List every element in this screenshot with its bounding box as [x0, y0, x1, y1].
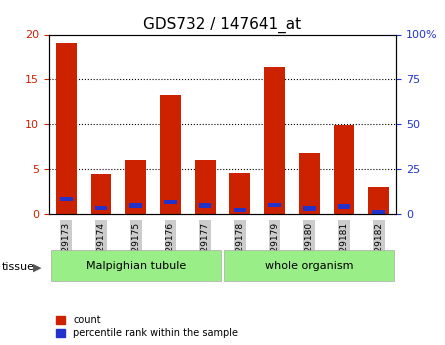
- Bar: [372, 209, 385, 214]
- FancyBboxPatch shape: [51, 250, 221, 281]
- Text: ▶: ▶: [33, 263, 42, 272]
- FancyBboxPatch shape: [224, 250, 394, 281]
- Bar: [303, 206, 316, 211]
- Bar: [195, 160, 215, 214]
- Bar: [199, 204, 211, 208]
- Bar: [125, 160, 146, 214]
- Bar: [264, 67, 285, 214]
- Bar: [368, 187, 389, 214]
- Bar: [268, 203, 281, 207]
- Bar: [95, 206, 107, 210]
- Bar: [164, 200, 177, 204]
- Legend: count, percentile rank within the sample: count, percentile rank within the sample: [54, 313, 240, 340]
- Bar: [338, 204, 350, 209]
- Text: tissue: tissue: [2, 263, 35, 272]
- Bar: [60, 197, 73, 201]
- Bar: [56, 43, 77, 214]
- Text: Malpighian tubule: Malpighian tubule: [85, 261, 186, 270]
- Bar: [160, 96, 181, 214]
- Bar: [91, 175, 111, 214]
- Bar: [234, 208, 246, 212]
- Bar: [299, 153, 320, 214]
- Bar: [129, 203, 142, 208]
- Text: whole organism: whole organism: [265, 261, 353, 270]
- Bar: [334, 125, 354, 214]
- Bar: [230, 172, 250, 214]
- Title: GDS732 / 147641_at: GDS732 / 147641_at: [143, 17, 302, 33]
